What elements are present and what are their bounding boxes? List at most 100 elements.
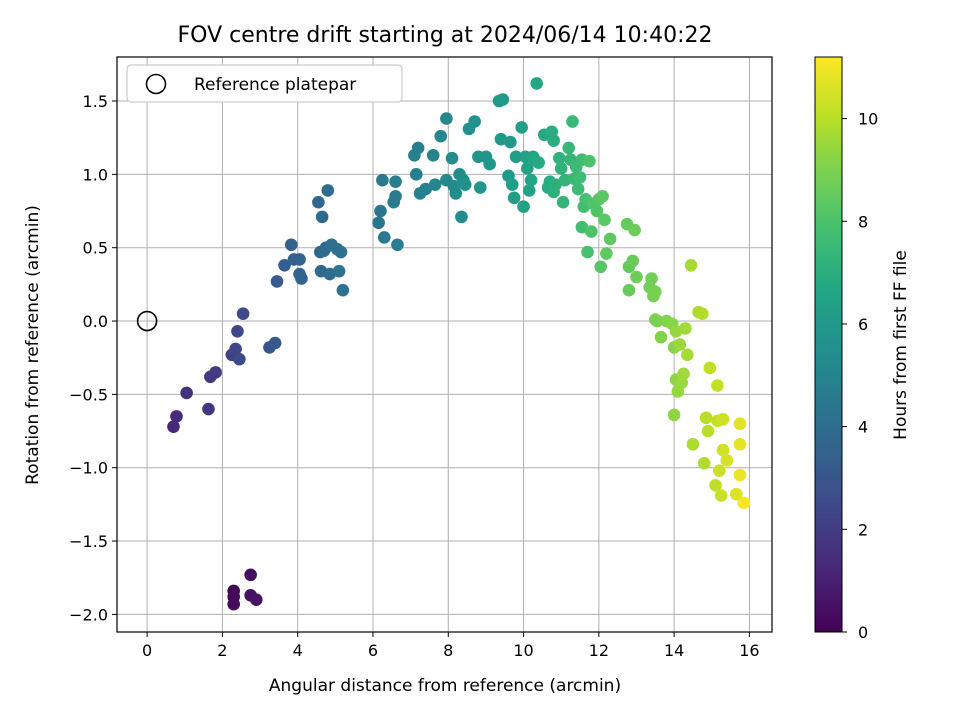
data-point	[229, 342, 242, 356]
colorbar-gradient	[814, 56, 843, 633]
x-tick-label: 2	[217, 641, 227, 660]
data-point	[293, 253, 306, 266]
data-point	[268, 336, 282, 350]
data-point	[714, 489, 728, 502]
data-point	[445, 151, 459, 165]
data-point	[180, 386, 193, 400]
data-point	[594, 260, 608, 274]
y-tick-label: −1.0	[69, 459, 108, 478]
data-point	[524, 173, 538, 187]
data-point	[530, 77, 544, 90]
data-point	[284, 238, 298, 252]
data-point	[376, 173, 389, 187]
data-point	[434, 129, 448, 143]
data-point	[553, 151, 566, 165]
x-tick-label: 6	[368, 641, 378, 660]
data-point	[733, 468, 747, 482]
data-point	[581, 245, 594, 259]
data-point	[440, 112, 453, 125]
data-point	[295, 272, 308, 285]
data-point	[372, 216, 385, 230]
data-point	[419, 182, 432, 196]
data-point	[509, 150, 523, 164]
data-point	[468, 115, 481, 128]
data-point	[622, 283, 636, 297]
data-point	[667, 408, 681, 422]
data-point	[409, 168, 423, 181]
x-ticks: 0 2 4 6 8 10 12 14 16	[142, 632, 760, 660]
data-point	[426, 148, 440, 162]
data-point	[729, 487, 743, 501]
data-point	[504, 135, 517, 149]
data-point	[389, 175, 402, 188]
scatter-points	[136, 77, 751, 611]
data-point	[697, 457, 711, 470]
data-point	[231, 324, 244, 338]
data-point	[483, 157, 496, 171]
y-tick-label: 1.5	[83, 92, 108, 111]
data-point	[449, 187, 463, 200]
data-point	[321, 184, 335, 197]
x-tick-label: 4	[293, 641, 303, 660]
data-point	[716, 443, 730, 457]
data-point	[377, 231, 391, 244]
data-point	[458, 178, 472, 191]
data-point	[716, 413, 730, 426]
data-point	[244, 568, 257, 582]
data-point	[571, 182, 585, 196]
data-point	[374, 204, 387, 218]
y-tick-label: −1.5	[69, 532, 108, 551]
data-point	[202, 402, 215, 416]
data-point	[630, 270, 643, 284]
data-point	[681, 348, 694, 362]
colorbar-tick-label: 6	[858, 315, 868, 334]
data-point	[236, 307, 250, 320]
data-point	[336, 283, 350, 297]
data-point	[428, 178, 442, 191]
data-point	[227, 597, 240, 611]
colorbar-ticks: 0 2 4 6 8 10	[842, 110, 878, 642]
data-point	[334, 245, 348, 259]
legend-box	[126, 64, 403, 103]
data-point	[411, 141, 425, 155]
data-point	[626, 254, 640, 268]
colorbar-tick-label: 2	[858, 520, 868, 539]
data-point	[170, 410, 183, 423]
data-point	[547, 134, 560, 147]
data-point	[598, 213, 611, 227]
legend-marker	[145, 73, 167, 95]
data-point	[673, 338, 687, 351]
data-point	[209, 366, 222, 379]
y-ticks: −2.0 −1.5 −1.0 −0.5 0.0 0.5 1.0 1.5	[69, 92, 117, 624]
data-point	[709, 479, 722, 492]
data-point	[733, 417, 747, 431]
colorbar-tick-label: 8	[858, 212, 868, 231]
data-point	[521, 162, 534, 175]
data-point	[532, 156, 545, 169]
data-point	[312, 195, 325, 209]
data-point	[696, 307, 709, 320]
data-point	[703, 361, 717, 375]
x-tick-label: 16	[739, 641, 759, 660]
colorbar-tick-label: 0	[858, 623, 868, 642]
data-point	[517, 200, 530, 213]
data-point	[583, 154, 596, 168]
y-tick-label: 0.5	[83, 239, 108, 258]
data-point	[315, 210, 329, 224]
data-point	[455, 210, 468, 224]
data-point	[270, 275, 284, 288]
data-point	[650, 314, 664, 328]
data-point	[701, 424, 715, 438]
data-point	[549, 178, 562, 191]
data-point	[507, 191, 521, 205]
chart-title: FOV centre drift starting at 2024/06/14 …	[178, 23, 713, 48]
data-point	[733, 437, 747, 451]
data-point	[496, 93, 510, 106]
y-axis-label: Rotation from reference (arcmin)	[23, 205, 43, 485]
data-point	[645, 272, 658, 285]
data-point	[167, 420, 180, 433]
data-point	[585, 225, 598, 238]
data-point	[737, 496, 751, 510]
data-point	[562, 141, 576, 155]
y-tick-label: 1.0	[83, 165, 108, 184]
